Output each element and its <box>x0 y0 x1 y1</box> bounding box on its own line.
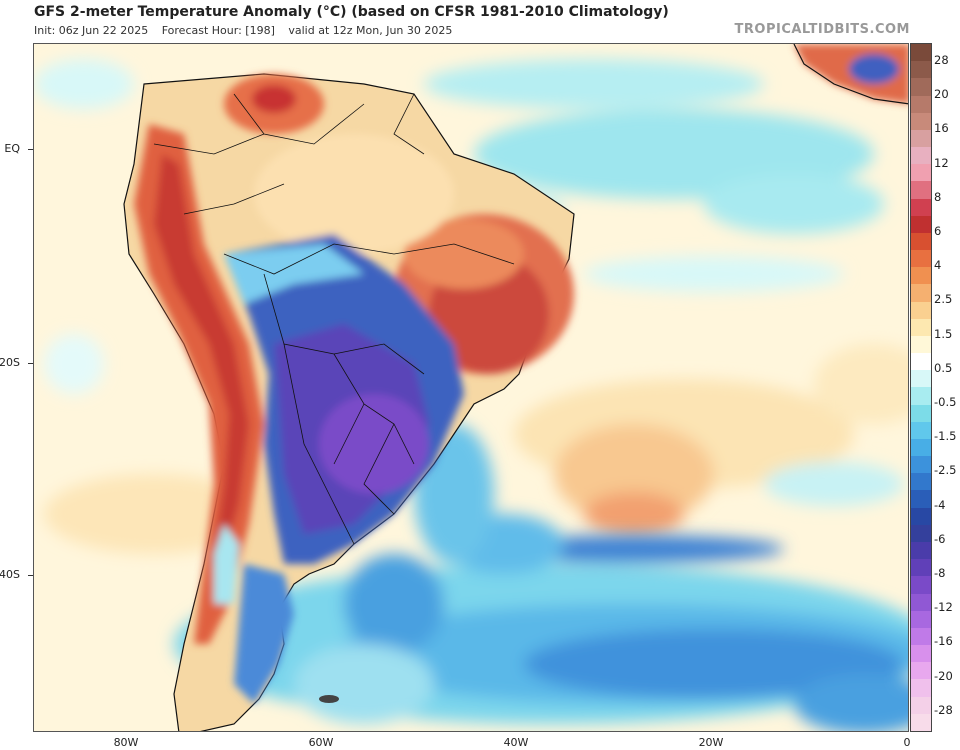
colorbar-label: -16 <box>934 634 953 649</box>
anomaly-map <box>33 43 909 732</box>
colorbar-swatch <box>911 370 931 388</box>
brand-watermark: TROPICALTIDBITS.COM <box>734 22 910 37</box>
colorbar-label: 1.5 <box>934 326 953 341</box>
colorbar-swatch <box>911 250 931 268</box>
colorbar-swatch <box>911 267 931 285</box>
ocean-warm-plume <box>44 344 908 554</box>
colorbar-swatch <box>911 456 931 474</box>
colorbar-swatch <box>911 147 931 165</box>
land-anomalies <box>134 74 574 704</box>
colorbar-swatch <box>911 696 931 714</box>
colorbar-label: 16 <box>934 121 949 136</box>
colorbar-swatch <box>911 610 931 628</box>
map-canvas <box>34 44 908 731</box>
colorbar-swatch <box>911 473 931 491</box>
colorbar-swatch <box>911 524 931 542</box>
colorbar-label: 4 <box>934 258 942 273</box>
colorbar-swatch <box>911 129 931 148</box>
colorbar-label: -0.5 <box>934 395 957 409</box>
colorbar-label: 20 <box>934 87 949 102</box>
colorbar-swatch <box>911 318 931 336</box>
colorbar <box>910 43 932 732</box>
lat-label-20s: 20S <box>0 356 20 369</box>
colorbar-label: -12 <box>934 600 953 615</box>
lon-label-0: 0 <box>903 736 911 749</box>
lat-label-40s: 40S <box>0 568 20 581</box>
colorbar-label: -20 <box>934 668 953 683</box>
colorbar-swatch <box>911 232 931 251</box>
colorbar-label: -28 <box>934 702 953 717</box>
lat-tick <box>28 363 33 364</box>
colorbar-swatch <box>911 78 931 96</box>
colorbar-swatch <box>911 507 931 525</box>
colorbar-swatch <box>911 335 931 354</box>
lon-label-80w: 80W <box>113 736 139 749</box>
colorbar-swatch <box>911 593 931 611</box>
africa-corner <box>794 44 908 104</box>
colorbar-label: -4 <box>934 497 946 512</box>
colorbar-swatch <box>911 627 931 646</box>
colorbar-swatch <box>911 301 931 319</box>
colorbar-swatch <box>911 645 931 663</box>
colorbar-swatch <box>911 404 931 422</box>
colorbar-swatch <box>911 198 931 216</box>
map-title: GFS 2-meter Temperature Anomaly (°C) (ba… <box>34 4 669 20</box>
map-subtitle: Init: 06z Jun 22 2025 Forecast Hour: [19… <box>34 24 462 37</box>
colorbar-label: 0.5 <box>934 360 953 375</box>
colorbar-swatch <box>911 576 931 594</box>
colorbar-swatch <box>911 284 931 302</box>
lon-label-60w: 60W <box>308 736 334 749</box>
ocean-cold-band <box>174 424 908 731</box>
colorbar-label: 12 <box>934 155 949 170</box>
colorbar-swatch <box>911 61 931 79</box>
colorbar-swatch <box>911 541 931 560</box>
colorbar-swatch <box>911 387 931 405</box>
colorbar-swatch <box>911 164 931 182</box>
colorbar-swatch <box>911 215 931 233</box>
colorbar-swatch <box>911 559 931 577</box>
ocean-cool-north <box>34 59 884 394</box>
colorbar-label: 8 <box>934 189 942 204</box>
country-borders <box>153 93 515 545</box>
colorbar-swatch <box>911 44 931 62</box>
lat-label-eq: EQ <box>4 142 20 155</box>
colorbar-swatch <box>911 181 931 199</box>
colorbar-swatch <box>911 662 931 680</box>
lon-label-20w: 20W <box>698 736 724 749</box>
colorbar-label: 6 <box>934 224 942 238</box>
colorbar-swatch <box>911 421 931 439</box>
colorbar-swatch <box>911 438 931 457</box>
forecast-hour: Forecast Hour: [198] <box>161 24 275 37</box>
colorbar-label: -8 <box>934 566 946 580</box>
init-time: Init: 06z Jun 22 2025 <box>34 24 149 37</box>
lat-tick <box>28 575 33 576</box>
colorbar-swatch <box>911 95 931 113</box>
colorbar-swatch <box>911 490 931 508</box>
colorbar-label: -1.5 <box>934 429 957 444</box>
colorbar-swatch <box>911 713 931 731</box>
colorbar-swatch <box>911 112 931 130</box>
lon-label-40w: 40W <box>503 736 529 749</box>
colorbar-label: -2.5 <box>934 463 957 478</box>
colorbar-swatch <box>911 679 931 697</box>
colorbar-label: -6 <box>934 531 946 546</box>
valid-time: valid at 12z Mon, Jun 30 2025 <box>288 24 453 37</box>
colorbar-label: 2.5 <box>934 292 953 307</box>
colorbar-label: 28 <box>934 53 949 67</box>
colorbar-swatch <box>911 353 931 371</box>
lat-tick <box>28 149 33 150</box>
